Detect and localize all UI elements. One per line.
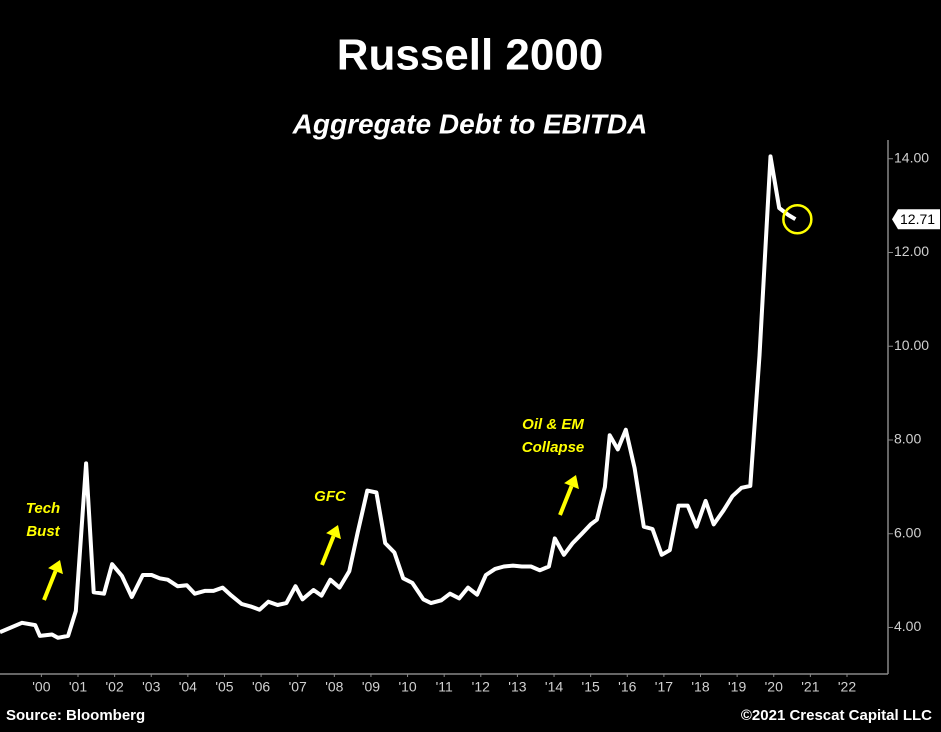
x-tick-label: '15: [582, 679, 600, 695]
x-tick-label: '20: [765, 679, 783, 695]
x-tick-label: '12: [472, 679, 490, 695]
x-tick-label: '10: [398, 679, 416, 695]
y-tick-label: 8.00: [894, 431, 921, 447]
x-tick-label: '06: [252, 679, 270, 695]
annotation: GFC: [314, 488, 347, 505]
x-tick-label: '11: [436, 679, 453, 695]
last-value-box: [892, 209, 940, 230]
x-tick-label: '19: [728, 679, 746, 695]
annotation: Oil & EM: [522, 416, 584, 433]
y-tick-label: 4.00: [894, 618, 921, 634]
y-tick-label: 12.00: [894, 243, 929, 259]
x-tick-label: '02: [105, 679, 123, 695]
x-tick-label: '00: [32, 679, 50, 695]
x-tick-label: '03: [142, 679, 160, 695]
x-tick-label: '14: [545, 679, 563, 695]
x-tick-label: '18: [691, 679, 709, 695]
annotation-arrow: [42, 570, 58, 601]
copyright: ©2021 Crescat Capital LLC: [741, 707, 932, 724]
x-tick-label: '05: [215, 679, 233, 695]
chart-subtitle: Aggregate Debt to EBITDA: [292, 108, 648, 139]
chart-title: Russell 2000: [337, 31, 604, 80]
arrow-head: [326, 525, 341, 540]
x-tick-label: '07: [289, 679, 307, 695]
arrow-head: [564, 475, 579, 490]
x-tick-label: '17: [655, 679, 673, 695]
annotation-arrow: [558, 485, 574, 516]
y-tick-label: 10.00: [894, 337, 929, 353]
x-tick-label: '22: [838, 679, 856, 695]
x-tick-label: '01: [69, 679, 87, 695]
x-tick-label: '09: [362, 679, 380, 695]
last-value-label: 12.71: [900, 211, 935, 227]
x-tick-label: '08: [325, 679, 343, 695]
highlight-circle: [782, 203, 813, 235]
annotation: Tech: [26, 500, 60, 517]
annotation-arrow: [320, 535, 336, 566]
x-tick-label: '16: [618, 679, 636, 695]
source: Source: Bloomberg: [6, 707, 145, 724]
x-tick-label: '13: [508, 679, 526, 695]
annotation: Collapse: [522, 439, 585, 456]
x-tick-label: '21: [801, 679, 819, 695]
annotation: Bust: [26, 523, 60, 540]
arrow-head: [48, 560, 63, 575]
y-tick-label: 6.00: [894, 524, 921, 540]
x-tick-label: '04: [179, 679, 197, 695]
y-tick-label: 14.00: [894, 149, 929, 165]
data-line: [0, 154, 797, 640]
